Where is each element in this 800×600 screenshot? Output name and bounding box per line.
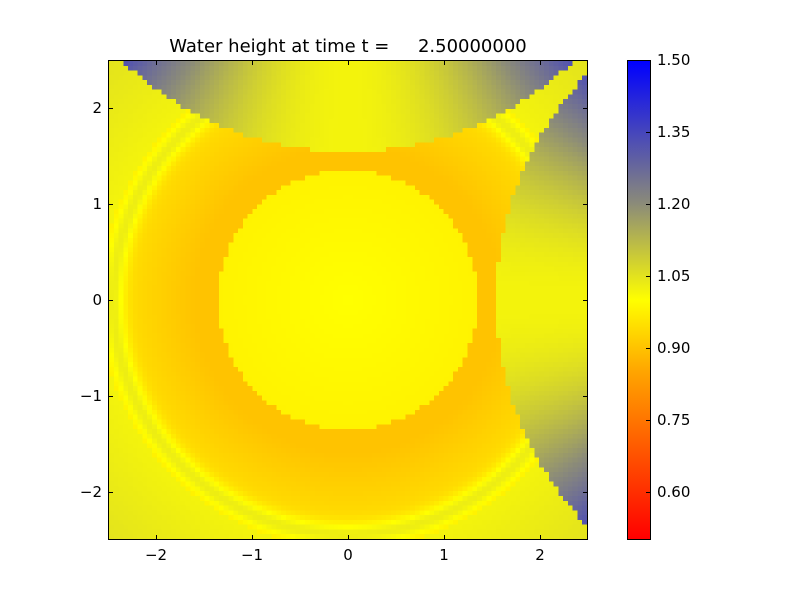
x-tick-label: 2 [535,546,545,564]
colorbar-tick-label: 1.20 [657,195,691,213]
colorbar-tick-label: 1.50 [657,51,691,69]
colorbar [627,60,651,540]
x-tick-mark [252,60,253,65]
colorbar-tick-label: 0.90 [657,339,691,357]
x-tick-mark [444,60,445,65]
x-tick-mark [540,60,541,65]
y-tick-label: 0 [92,291,102,309]
colorbar-tick-label: 0.75 [657,411,691,429]
y-tick-mark [583,204,588,205]
y-tick-mark [108,396,113,397]
x-tick-label: −1 [240,546,264,564]
x-tick-mark [444,535,445,540]
x-tick-label: −2 [144,546,168,564]
colorbar-tick-mark [646,132,651,133]
y-tick-mark [583,300,588,301]
y-tick-mark [583,492,588,493]
heatmap-plot-area [108,60,588,540]
y-tick-mark [108,108,113,109]
x-tick-label: 1 [439,546,449,564]
y-tick-mark [108,492,113,493]
colorbar-tick-mark [646,204,651,205]
colorbar-tick-mark [646,420,651,421]
y-tick-label: −2 [79,483,102,501]
x-tick-mark [156,60,157,65]
x-tick-mark [348,535,349,540]
colorbar-tick-mark [646,276,651,277]
y-tick-mark [108,300,113,301]
y-tick-label: 1 [92,195,102,213]
colorbar-tick-label: 0.60 [657,483,691,501]
x-tick-mark [540,535,541,540]
heatmap-cells [109,61,587,539]
colorbar-tick-mark [646,60,651,61]
colorbar-tick-label: 1.05 [657,267,691,285]
y-tick-mark [583,396,588,397]
y-tick-label: 2 [92,99,102,117]
y-tick-mark [583,108,588,109]
colorbar-tick-label: 1.35 [657,123,691,141]
x-tick-mark [348,60,349,65]
x-tick-mark [252,535,253,540]
x-tick-label: 0 [343,546,353,564]
chart-title: Water height at time t = 2.50000000 [169,36,527,57]
y-tick-mark [108,204,113,205]
colorbar-tick-mark [646,492,651,493]
y-tick-label: −1 [79,387,102,405]
x-tick-mark [156,535,157,540]
colorbar-tick-mark [646,348,651,349]
